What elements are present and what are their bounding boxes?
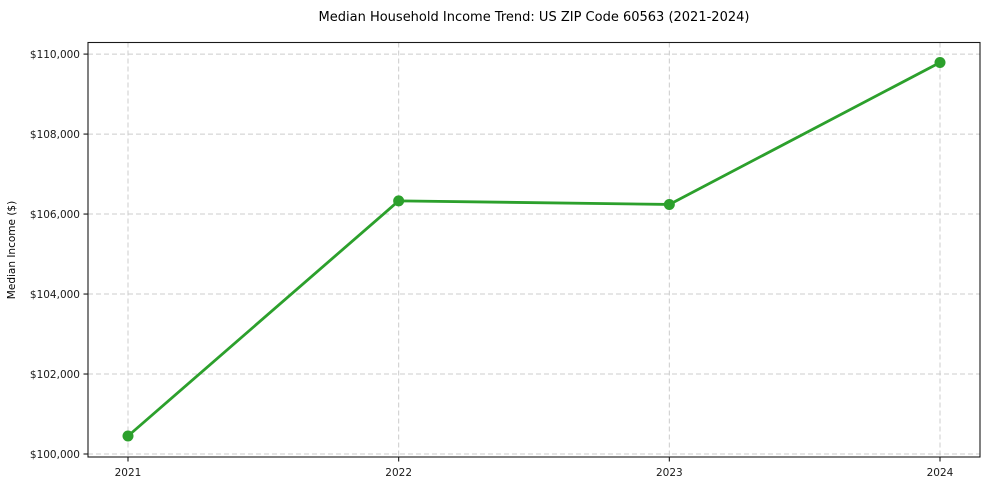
x-tick-label: 2022 — [385, 467, 412, 479]
plot-frame — [87, 41, 981, 458]
chart-title: Median Household Income Trend: US ZIP Co… — [319, 10, 750, 25]
x-tick-label: 2023 — [656, 467, 683, 479]
y-tick-label: $100,000 — [30, 449, 80, 461]
trend-line — [126, 61, 942, 438]
y-tick-label: $104,000 — [30, 289, 80, 301]
data-point-2022 — [393, 195, 405, 207]
axis-layer: $100,000 $102,000 $104,000 $106,000 $108,000… — [30, 49, 954, 479]
data-point-2024 — [934, 56, 946, 68]
y-axis-label: Median Income ($) — [6, 201, 18, 299]
y-tick-label: $102,000 — [30, 369, 80, 381]
y-tick-label: $110,000 — [30, 49, 80, 61]
grid-layer — [88, 42, 980, 457]
y-tick-label: $108,000 — [30, 129, 80, 141]
x-tick-label: 2021 — [115, 467, 142, 479]
x-tick-label: 2024 — [927, 467, 954, 479]
data-point-2023 — [663, 198, 675, 210]
series-layer — [122, 56, 946, 442]
data-point-2021 — [122, 430, 134, 442]
y-tick-label: $106,000 — [30, 209, 80, 221]
